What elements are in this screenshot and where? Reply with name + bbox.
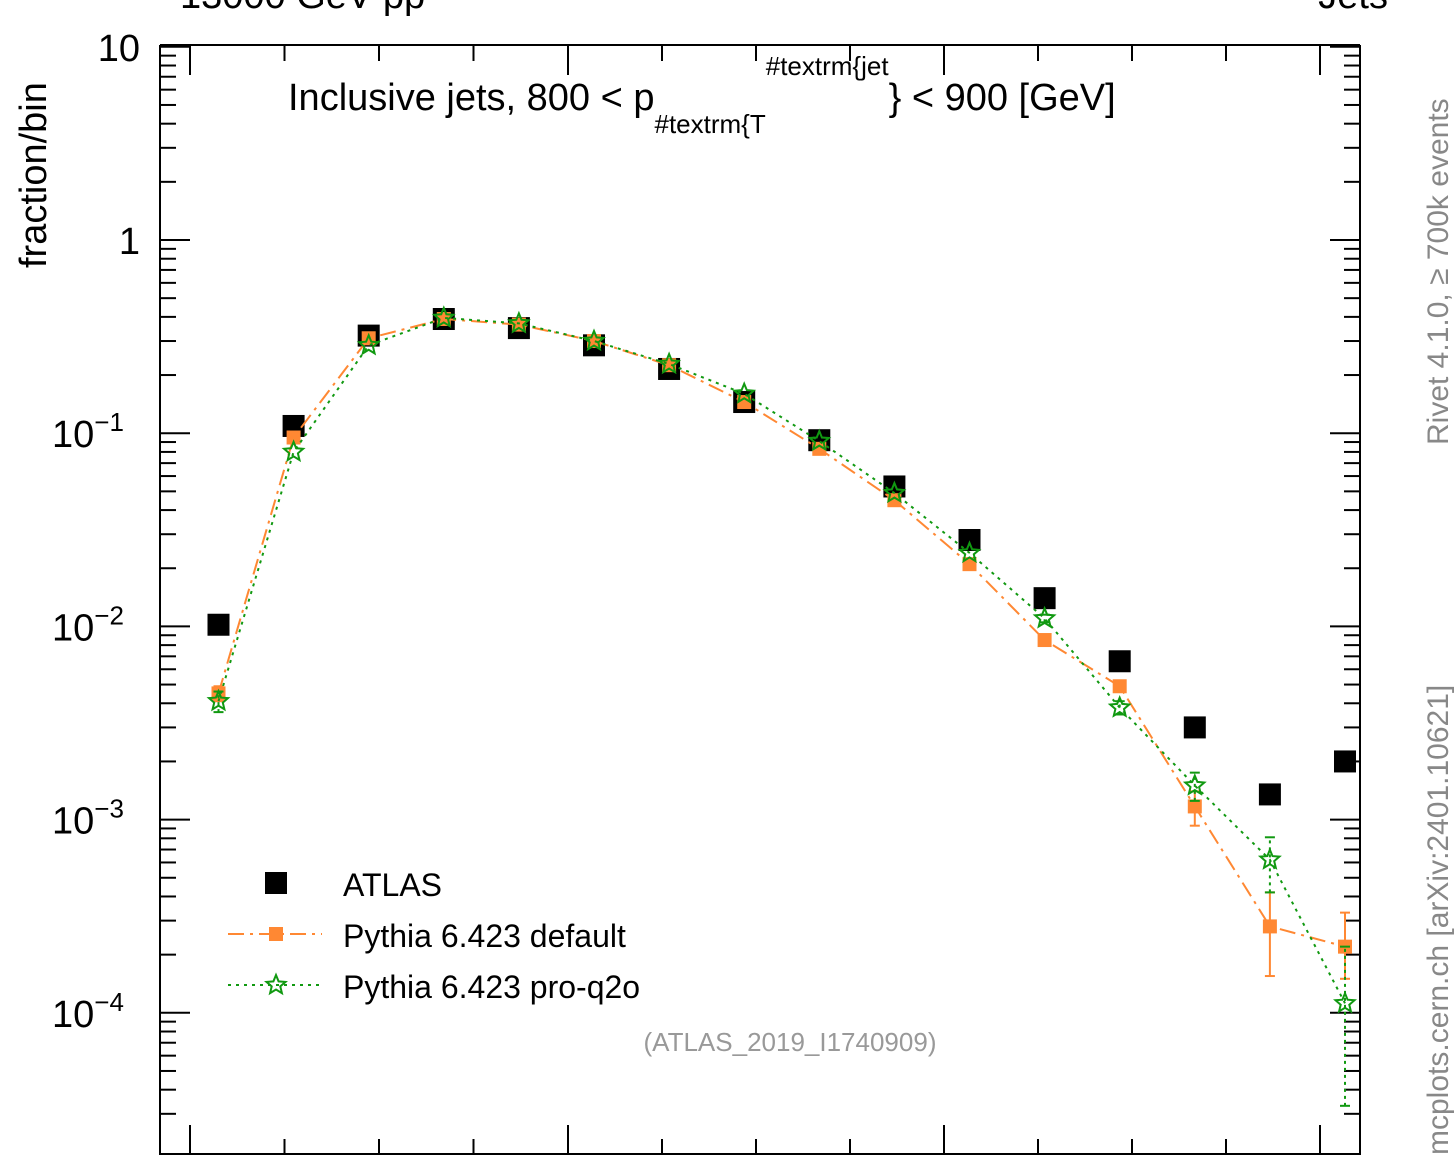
- data-point: [958, 529, 981, 552]
- data-point: [887, 493, 902, 508]
- title-tail: } < 900 [GeV]: [889, 77, 1116, 119]
- data-point: [1183, 716, 1206, 739]
- data-point: [1257, 847, 1282, 870]
- y-tick-label-exponent: −2: [94, 600, 124, 630]
- data-point: [1112, 679, 1127, 694]
- data-point: [207, 613, 230, 636]
- mcplots-source-label: mcplots.cern.ch [arXiv:2401.10621]: [1422, 684, 1455, 1155]
- header-right: Jets: [1318, 0, 1388, 17]
- data-point: [1187, 799, 1202, 814]
- y-tick-label-base: 10: [52, 801, 94, 843]
- data-point: [812, 441, 827, 456]
- data-series: [206, 305, 1357, 1107]
- y-tick-label-exponent: −3: [94, 794, 124, 824]
- y-tick-label: 10: [98, 28, 140, 70]
- legend-marker: [269, 927, 283, 941]
- y-tick-label-exponent: −4: [94, 987, 124, 1017]
- series-0: [207, 308, 1356, 806]
- legend-entry: Pythia 6.423 pro-q2o: [228, 969, 640, 1005]
- title-subscript: #textrm{T: [655, 109, 766, 139]
- data-point: [1333, 990, 1357, 1014]
- y-tick-label: 1: [119, 221, 140, 263]
- data-point: [1037, 633, 1052, 648]
- series-2: [206, 305, 1357, 1107]
- data-point: [281, 439, 306, 463]
- legend-marker: [265, 872, 287, 894]
- data-point: [1032, 605, 1057, 629]
- data-point: [511, 317, 526, 332]
- legend-label: ATLAS: [343, 867, 442, 903]
- data-point: [286, 430, 301, 445]
- data-point: [436, 312, 451, 327]
- legend-entry: Pythia 6.423 default: [228, 918, 626, 954]
- rivet-version-label: Rivet 4.1.0, ≥ 700k events: [1422, 98, 1455, 445]
- data-point: [1258, 783, 1281, 806]
- data-point: [1108, 650, 1131, 673]
- data-point: [582, 328, 606, 352]
- data-point: [807, 428, 832, 452]
- y-tick-label-base: 10: [52, 607, 94, 649]
- y-tick-label-exponent: −1: [94, 407, 124, 437]
- data-point: [1334, 750, 1356, 773]
- data-point: [737, 395, 752, 410]
- legend: ATLAS Pythia 6.423 default Pythia 6.423 pr…: [228, 867, 640, 1005]
- data-point: [662, 358, 677, 373]
- data-point: [1262, 919, 1277, 934]
- y-tick-label: 10−4: [52, 987, 124, 1036]
- axis-ticks: [160, 45, 1360, 1155]
- data-point: [882, 480, 907, 504]
- data-point: [1033, 587, 1056, 610]
- y-axis-label: fraction/bin: [13, 82, 55, 268]
- series-line: [217, 316, 1346, 1004]
- data-point: [506, 310, 531, 334]
- data-point: [883, 475, 906, 498]
- title-main: Inclusive jets, 800 < p: [288, 77, 655, 119]
- y-tick-label-base: 10: [52, 994, 94, 1036]
- data-point: [206, 688, 231, 712]
- y-tick-label: 10−1: [52, 407, 124, 456]
- chart-title: Inclusive jets, 800 < p#textrm{T#textrm{…: [288, 51, 1116, 139]
- data-point: [431, 305, 456, 329]
- plot-frame: [159, 44, 1361, 1155]
- y-tick-label-base: 10: [52, 414, 94, 456]
- header-left: 13000 GeV pp: [180, 0, 425, 17]
- data-point: [657, 351, 682, 375]
- legend-entry: ATLAS: [265, 867, 442, 903]
- title-superscript: #textrm{jet: [766, 51, 890, 81]
- y-tick-label: 10−3: [52, 794, 124, 843]
- analysis-watermark: (ATLAS_2019_I1740909): [644, 1027, 937, 1057]
- legend-label: Pythia 6.423 pro-q2o: [343, 969, 640, 1005]
- data-point: [356, 332, 381, 356]
- y-tick-label: 10−2: [52, 600, 124, 649]
- data-point: [1182, 772, 1207, 796]
- data-point: [732, 381, 757, 405]
- legend-label: Pythia 6.423 default: [343, 918, 626, 954]
- series-line: [217, 317, 1346, 948]
- data-point: [1107, 694, 1132, 718]
- legend-marker: [264, 972, 288, 996]
- data-point: [957, 540, 982, 564]
